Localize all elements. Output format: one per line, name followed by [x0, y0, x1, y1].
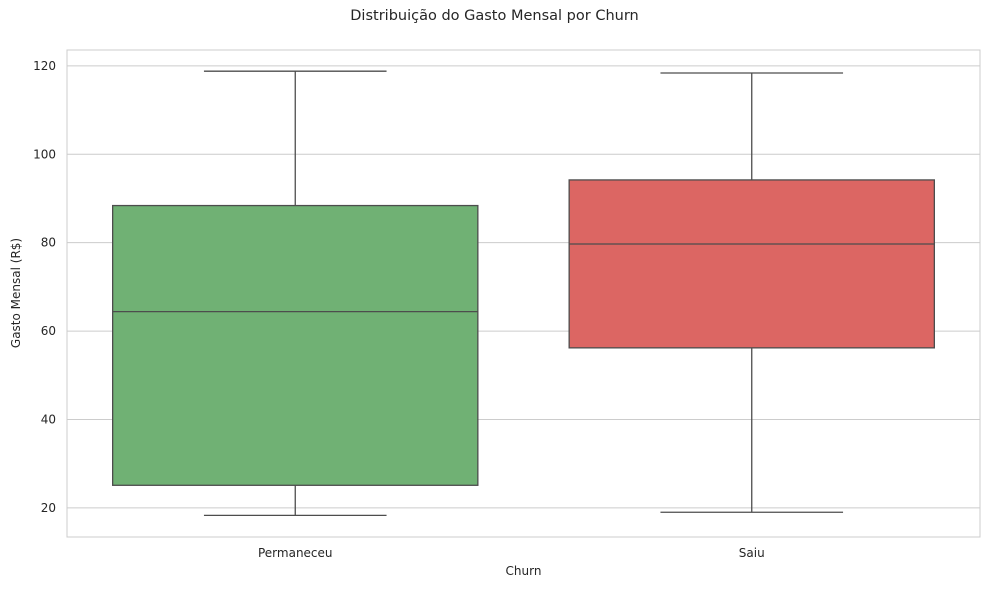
y-tick-label-60: 60 — [41, 324, 56, 338]
y-axis-label: Gasto Mensal (R$) — [9, 237, 23, 349]
y-tick-label-120: 120 — [33, 59, 56, 73]
y-tick-label-100: 100 — [33, 147, 56, 161]
box-saiu — [568, 179, 936, 349]
x-tick-label-permaneceu: Permaneceu — [258, 546, 333, 560]
y-tick-label-40: 40 — [41, 412, 56, 426]
chart-title: Distribuição do Gasto Mensal por Churn — [350, 8, 639, 24]
y-tick-label-80: 80 — [41, 236, 56, 250]
plot-frame — [66, 49, 981, 538]
x-axis-label: Churn — [505, 564, 542, 578]
y-tick-label-20: 20 — [41, 501, 56, 515]
box-permaneceu — [112, 204, 479, 486]
x-tick-label-saiu: Saiu — [739, 546, 765, 560]
